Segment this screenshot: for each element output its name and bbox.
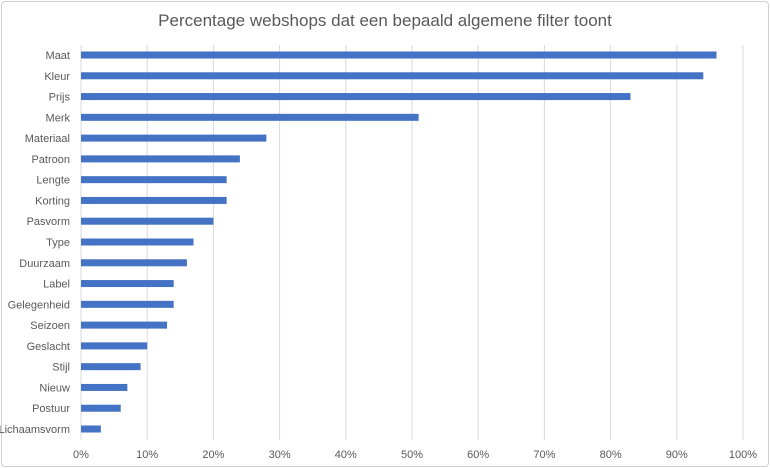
category-label-lengte: Lengte (36, 175, 70, 187)
x-tick-label: 10% (136, 449, 158, 461)
category-label-type: Type (46, 237, 70, 249)
bar-stijl (81, 363, 141, 371)
bar-type (81, 238, 194, 246)
bar-maat (81, 51, 717, 59)
bar-korting (81, 196, 227, 204)
bar-prijs (81, 93, 631, 101)
category-label-geslacht: Geslacht (27, 341, 70, 353)
bar-nieuw (81, 383, 128, 391)
category-label-prijs: Prijs (49, 92, 71, 104)
category-label-merk: Merk (46, 112, 71, 124)
bar-gelegenheid (81, 300, 174, 308)
x-tick-label: 100% (729, 449, 757, 461)
bar-postuur (81, 404, 121, 412)
category-label-stijl: Stijl (52, 362, 70, 374)
category-label-materiaal: Materiaal (25, 133, 70, 145)
category-label-gelegenheid: Gelegenheid (8, 299, 70, 311)
category-label-lichaamsvorm: Lichaamsvorm (0, 424, 70, 436)
bar-patroon (81, 155, 240, 163)
bar-pasvorm (81, 217, 214, 225)
x-tick-label: 40% (335, 449, 357, 461)
category-label-pasvorm: Pasvorm (27, 216, 70, 228)
x-tick-label: 60% (467, 449, 489, 461)
bar-seizoen (81, 321, 168, 329)
bar-materiaal (81, 134, 267, 142)
x-tick-label: 0% (73, 449, 89, 461)
x-tick-label: 80% (600, 449, 622, 461)
category-label-korting: Korting (35, 195, 70, 207)
category-label-postuur: Postuur (32, 403, 70, 415)
x-tick-label: 20% (202, 449, 224, 461)
bar-geslacht (81, 342, 148, 350)
x-tick-label: 30% (269, 449, 291, 461)
x-tick-label: 50% (401, 449, 423, 461)
x-tick-label: 90% (666, 449, 688, 461)
bars (81, 51, 717, 433)
gridlines (80, 45, 744, 440)
bar-duurzaam (81, 259, 187, 267)
bar-kleur (81, 72, 704, 80)
x-tick-labels: 0% 10% 20% 30% 40% 50% 60% 70% 80% 90% 100% (73, 449, 757, 461)
chart-title: Percentage webshops dat een bepaald alge… (158, 11, 612, 30)
bar-merk (81, 113, 419, 121)
bar-lengte (81, 176, 227, 184)
bar-label (81, 280, 174, 288)
category-label-maat: Maat (46, 50, 70, 62)
category-label-patroon: Patroon (31, 154, 70, 166)
bar-lichaamsvorm (81, 425, 101, 433)
category-labels: Maat Kleur Prijs Merk Materiaal Patroon Lengte… (0, 50, 70, 436)
category-label-kleur: Kleur (44, 71, 70, 83)
x-tick-label: 70% (533, 449, 555, 461)
category-label-duurzaam: Duurzaam (19, 258, 70, 270)
category-label-label: Label (43, 279, 70, 291)
category-label-seizoen: Seizoen (30, 320, 70, 332)
category-label-nieuw: Nieuw (39, 382, 70, 394)
